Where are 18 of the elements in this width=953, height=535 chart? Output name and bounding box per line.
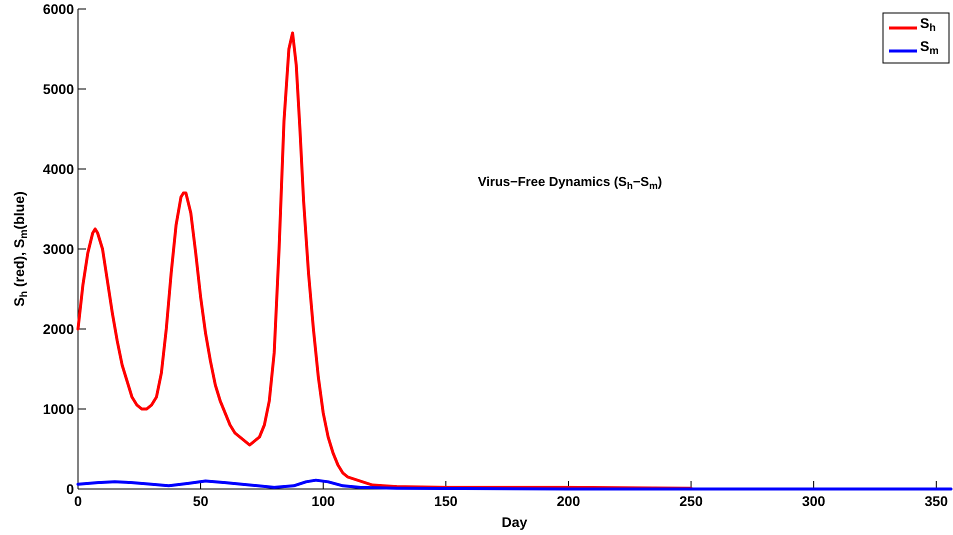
y-tick-label: 0 <box>66 481 74 497</box>
x-tick-label: 50 <box>192 493 209 509</box>
y-tick-label: 3000 <box>42 241 74 257</box>
legend-label: S$_{h}$ <box>920 15 936 34</box>
y-tick-label: 4000 <box>42 161 74 177</box>
x-tick-label: 300 <box>802 493 826 509</box>
y-tick-label: 6000 <box>42 1 74 17</box>
x-tick-label: 200 <box>556 493 580 509</box>
y-tick-label: 2000 <box>42 321 74 337</box>
y-tick-label: 1000 <box>42 401 74 417</box>
x-tick-label: 100 <box>312 493 336 509</box>
x-tick-label: 350 <box>924 493 948 509</box>
x-tick-label: 150 <box>434 493 458 509</box>
legend-label: S$_{m}$ <box>920 38 939 58</box>
x-axis-title: Day <box>502 514 528 530</box>
y-tick-label: 5000 <box>42 81 74 97</box>
annotation: Virus−Free Dynamics (S$_{h}$−S$_{m}$) <box>478 174 662 192</box>
x-tick-label: 250 <box>679 493 703 509</box>
